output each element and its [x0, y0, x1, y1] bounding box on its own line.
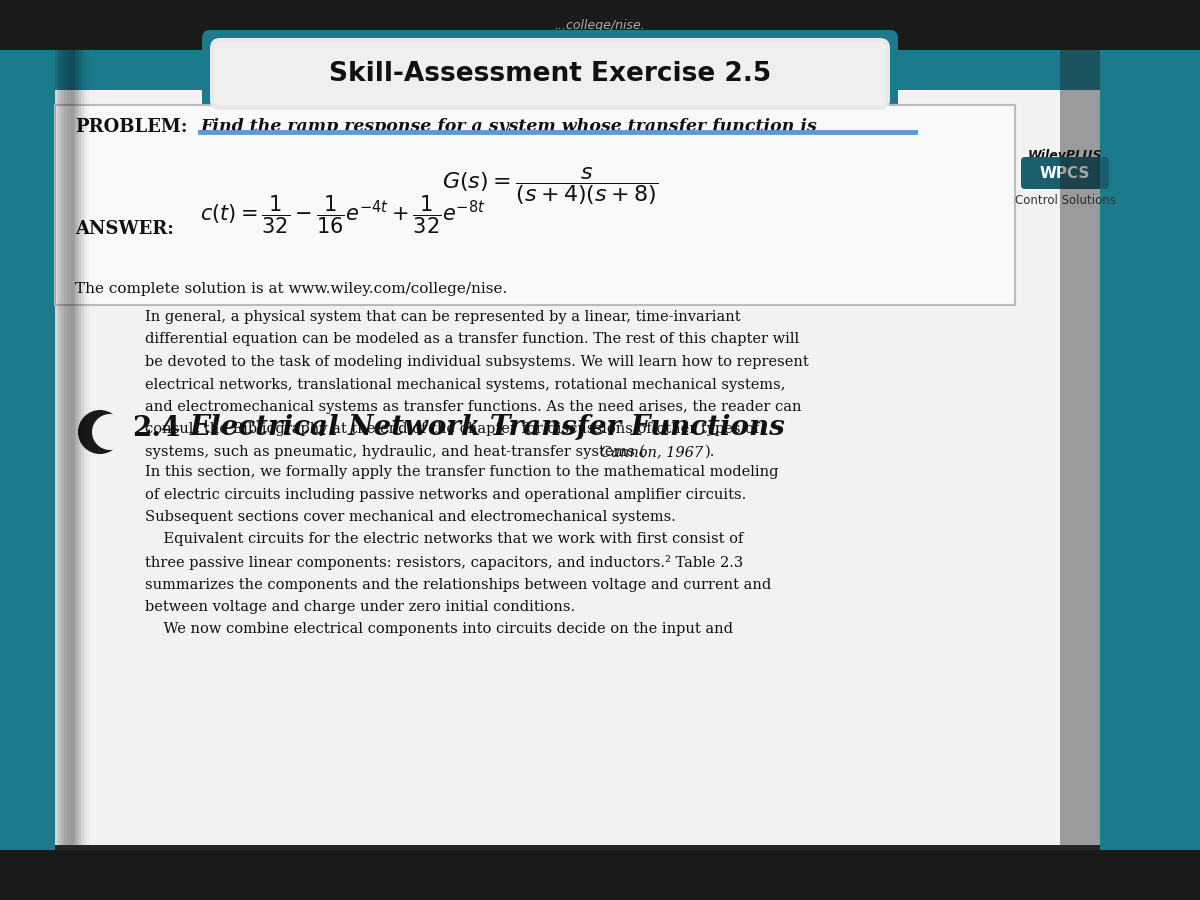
Text: $c(t) = \dfrac{1}{32} - \dfrac{1}{16}e^{-4t} + \dfrac{1}{32}e^{-8t}$: $c(t) = \dfrac{1}{32} - \dfrac{1}{16}e^{… — [200, 194, 486, 237]
Text: differential equation can be modeled as a transfer function. The rest of this ch: differential equation can be modeled as … — [145, 332, 799, 347]
FancyBboxPatch shape — [58, 50, 78, 845]
Text: of electric circuits including passive networks and operational amplifier circui: of electric circuits including passive n… — [145, 488, 746, 501]
FancyBboxPatch shape — [1021, 157, 1109, 189]
Text: and electromechanical systems as transfer functions. As the need arises, the rea: and electromechanical systems as transfe… — [145, 400, 802, 414]
Text: ).: ). — [706, 445, 715, 459]
Text: PROBLEM:: PROBLEM: — [74, 118, 187, 136]
FancyBboxPatch shape — [0, 0, 1200, 50]
Text: Equivalent circuits for the electric networks that we work with first consist of: Equivalent circuits for the electric net… — [145, 533, 743, 546]
FancyBboxPatch shape — [55, 50, 74, 845]
FancyBboxPatch shape — [210, 38, 890, 110]
Text: be devoted to the task of modeling individual subsystems. We will learn how to r: be devoted to the task of modeling indiv… — [145, 355, 809, 369]
Text: Cannon, 1967: Cannon, 1967 — [600, 445, 703, 459]
FancyBboxPatch shape — [61, 50, 82, 845]
Text: Control Solutions: Control Solutions — [1014, 194, 1116, 206]
FancyBboxPatch shape — [55, 50, 1100, 845]
Text: Skill-Assessment Exercise 2.5: Skill-Assessment Exercise 2.5 — [329, 61, 772, 87]
FancyBboxPatch shape — [64, 50, 84, 845]
Text: Electrical Network Transfer Functions: Electrical Network Transfer Functions — [190, 415, 786, 442]
Text: ANSWER:: ANSWER: — [74, 220, 174, 238]
Text: electrical networks, translational mechanical systems, rotational mechanical sys: electrical networks, translational mecha… — [145, 377, 786, 392]
FancyBboxPatch shape — [202, 30, 898, 113]
Text: three passive linear components: resistors, capacitors, and inductors.² Table 2.: three passive linear components: resisto… — [145, 555, 743, 570]
FancyBboxPatch shape — [1060, 50, 1100, 845]
Text: WileyPLUS: WileyPLUS — [1027, 148, 1103, 161]
Text: In this section, we formally apply the transfer function to the mathematical mod: In this section, we formally apply the t… — [145, 465, 779, 479]
FancyBboxPatch shape — [214, 42, 886, 106]
Text: consult the Bibliography at the end of the chapter for discussions of other type: consult the Bibliography at the end of t… — [145, 422, 760, 436]
FancyBboxPatch shape — [55, 50, 1100, 90]
Text: Find the ramp response for a system whose transfer function is: Find the ramp response for a system whos… — [200, 118, 817, 135]
Text: Subsequent sections cover mechanical and electromechanical systems.: Subsequent sections cover mechanical and… — [145, 510, 676, 524]
Circle shape — [92, 414, 128, 450]
Text: WPCS: WPCS — [1040, 166, 1090, 181]
Text: The complete solution is at www.wiley.com/college/nise.: The complete solution is at www.wiley.co… — [74, 282, 508, 296]
Circle shape — [78, 410, 122, 454]
Text: In general, a physical system that can be represented by a linear, time-invarian: In general, a physical system that can b… — [145, 310, 740, 324]
FancyBboxPatch shape — [0, 30, 55, 850]
Text: ...college/nise.: ...college/nise. — [554, 19, 646, 32]
Text: summarizes the components and the relationships between voltage and current and: summarizes the components and the relati… — [145, 578, 772, 591]
FancyBboxPatch shape — [0, 850, 1200, 900]
Text: systems, such as pneumatic, hydraulic, and heat-transfer systems (: systems, such as pneumatic, hydraulic, a… — [145, 445, 646, 459]
Text: We now combine electrical components into circuits decide on the input and: We now combine electrical components int… — [145, 623, 733, 636]
Text: 2.4: 2.4 — [132, 415, 180, 442]
FancyBboxPatch shape — [1100, 30, 1200, 850]
FancyBboxPatch shape — [55, 105, 1015, 305]
Text: $G(s) = \dfrac{s}{(s+4)(s+8)}$: $G(s) = \dfrac{s}{(s+4)(s+8)}$ — [442, 165, 658, 207]
Text: between voltage and charge under zero initial conditions.: between voltage and charge under zero in… — [145, 600, 575, 614]
